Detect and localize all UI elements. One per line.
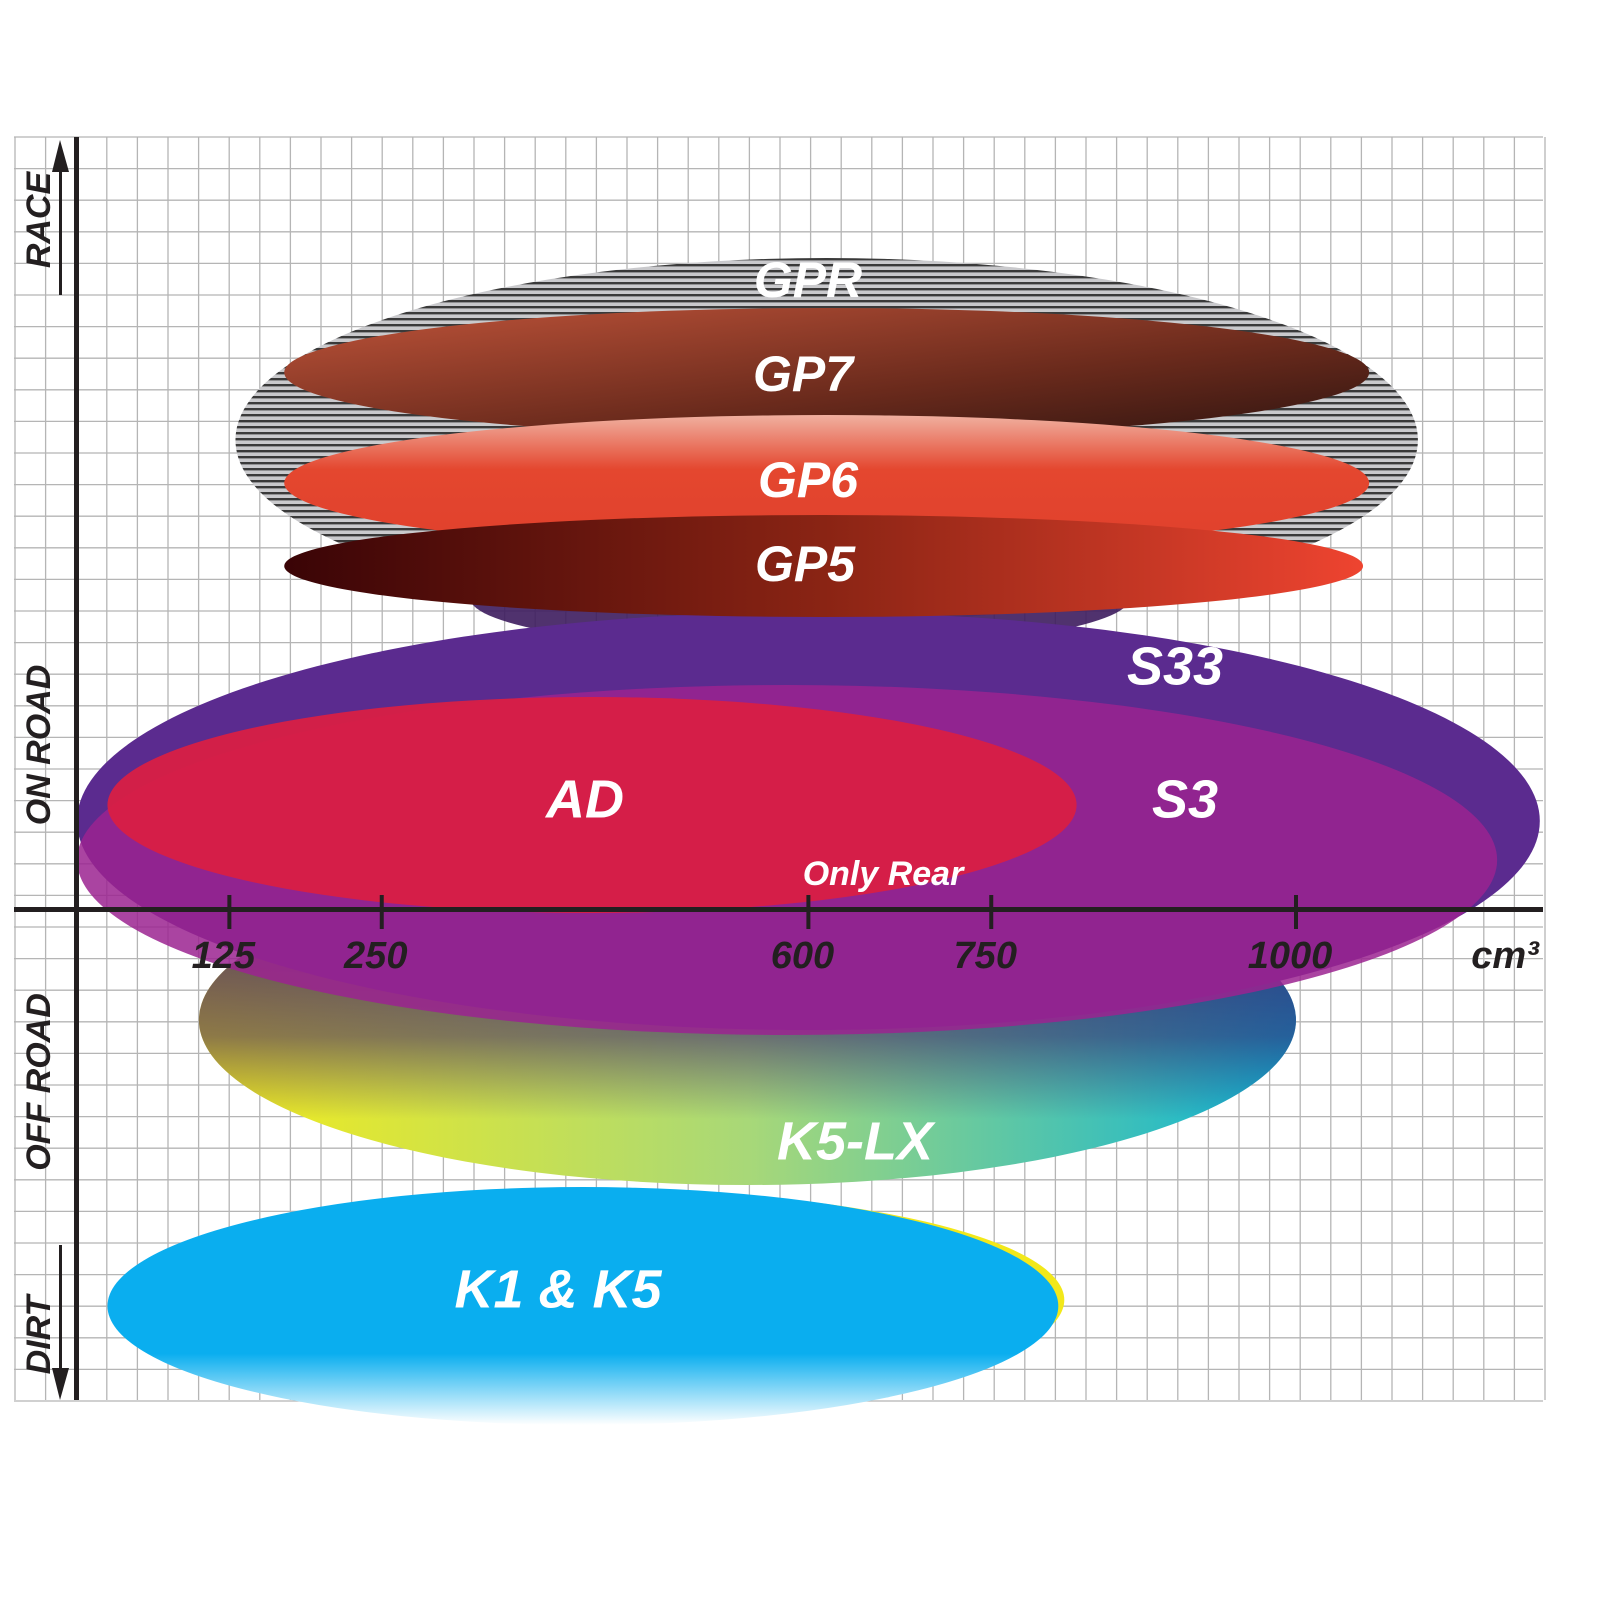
x-tick-250 (379, 895, 384, 929)
ellipse-gp7 (284, 308, 1370, 437)
label-s33: S33 (1127, 636, 1223, 696)
y-category-on-road: ON ROAD (20, 665, 58, 826)
x-tick-label-250: 250 (343, 935, 407, 977)
product-labels: GPR GP7 GP6 GP5 S33 S3 AD K5-LX K1 & K5 Only Rear (454, 252, 1223, 1319)
axes: RACE ON ROAD OFF ROAD DIRT 125 250 600 750 1… (14, 137, 1543, 1400)
race-arrow-icon (52, 140, 69, 295)
ellipse-k1-k5 (107, 1187, 1059, 1425)
y-axis-line (74, 137, 79, 1400)
x-axis-line (14, 907, 1543, 912)
label-k1-k5: K1 & K5 (454, 1259, 662, 1319)
dirt-arrow-icon (52, 1245, 69, 1400)
label-gp6: GP6 (758, 452, 859, 508)
label-k5-lx: K5-LX (777, 1111, 936, 1171)
x-tick-1000 (1294, 895, 1298, 929)
label-s3: S3 (1152, 769, 1218, 829)
x-unit-label: cm³ (1471, 935, 1540, 977)
annotation-only-rear: Only Rear (803, 855, 965, 893)
product-ellipses (77, 258, 1540, 1425)
x-tick-600 (806, 895, 811, 929)
ellipse-gp5 (284, 515, 1364, 617)
label-gp5: GP5 (755, 536, 856, 592)
y-category-dirt: DIRT (20, 1292, 58, 1374)
x-tick-125 (227, 895, 232, 929)
x-tick-label-125: 125 (192, 935, 256, 977)
y-category-off-road: OFF ROAD (20, 993, 58, 1171)
label-ad: AD (544, 769, 624, 829)
x-tick-label-750: 750 (954, 935, 1017, 977)
label-gp7: GP7 (753, 346, 855, 402)
label-gpr: GPR (754, 252, 862, 308)
x-tick-750 (989, 895, 994, 929)
ellipse-gp6 (284, 415, 1370, 551)
x-tick-label-1000: 1000 (1248, 935, 1333, 977)
ellipse-ad (107, 697, 1077, 913)
y-category-race: RACE (20, 171, 58, 269)
x-tick-label-600: 600 (771, 935, 834, 977)
